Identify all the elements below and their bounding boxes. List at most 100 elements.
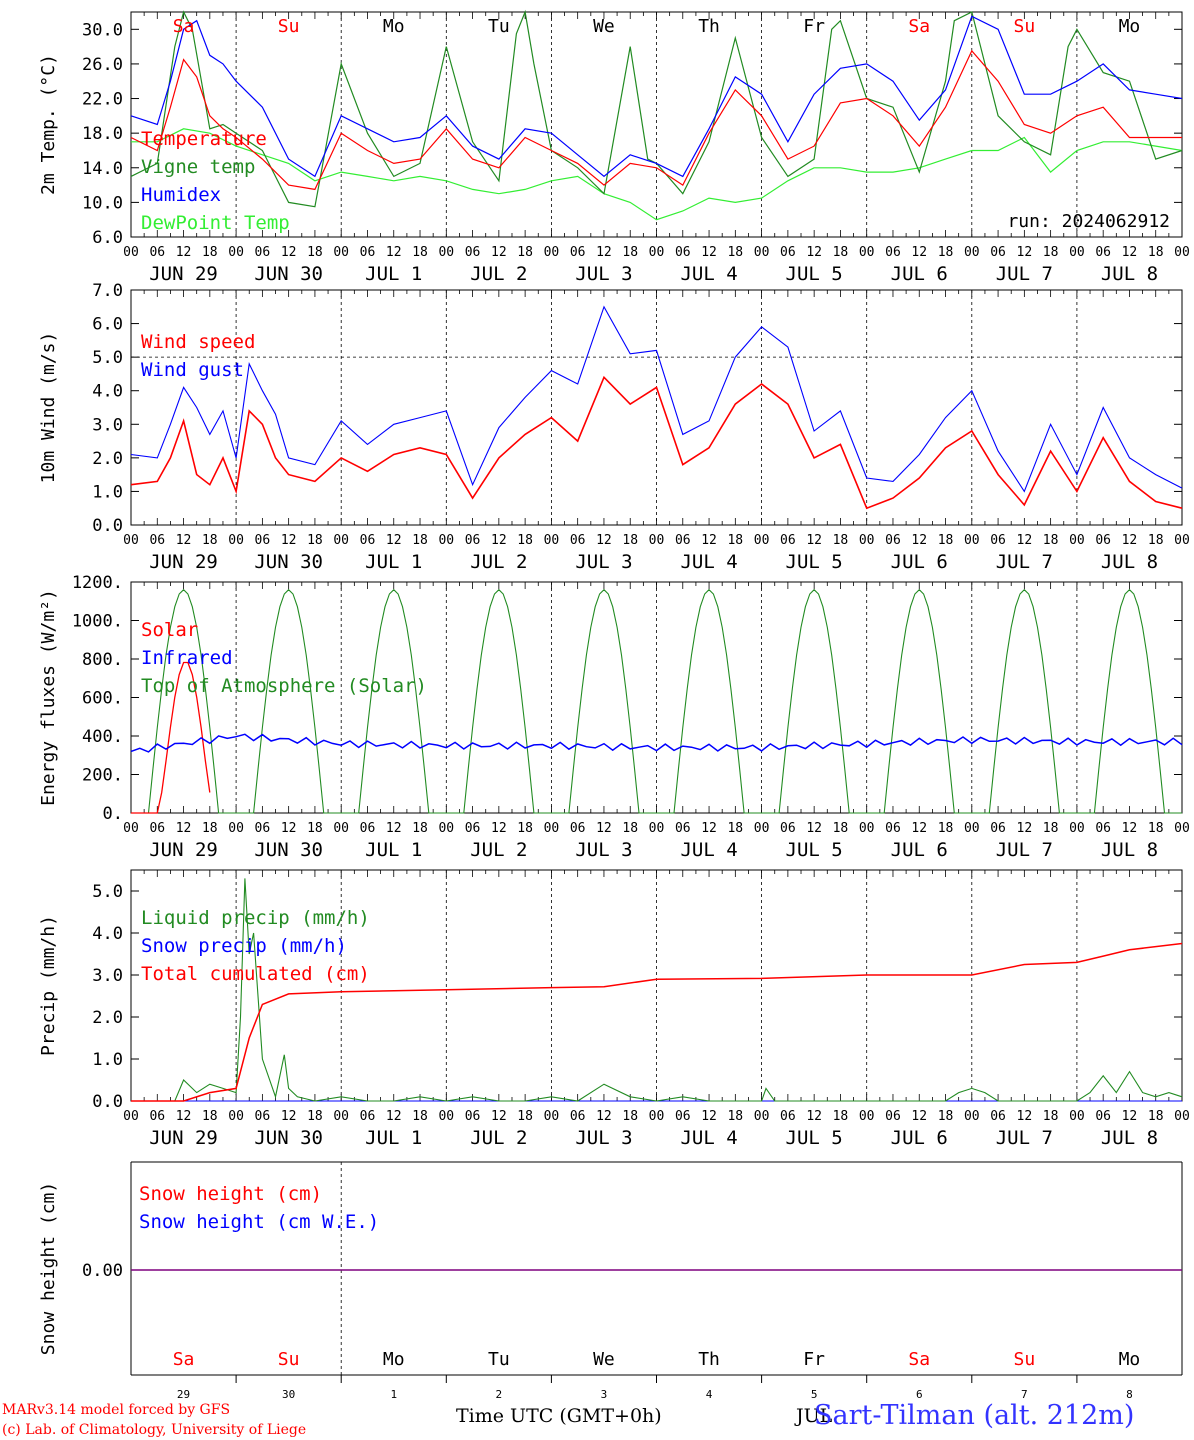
- weekday-label: Tu: [488, 1349, 510, 1370]
- legend-entry: Top of Atmosphere (Solar): [141, 675, 427, 697]
- hour-tick-label: 06: [570, 533, 586, 548]
- hour-tick-label: 12: [1122, 533, 1138, 548]
- hour-tick-label: 12: [386, 821, 402, 836]
- date-label: JUL 4: [680, 839, 737, 861]
- hour-tick-label: 12: [386, 1109, 402, 1124]
- y-tick-label: 3.0: [92, 966, 123, 986]
- temperature-panel: 6.0 10.0 14.0 18.0 22.0 26.0 30.0 2m Temp. (°C)…: [38, 9, 1190, 285]
- weekday-label: Mo: [383, 16, 405, 37]
- date-label: JUL 4: [680, 1127, 737, 1149]
- y-tick-label: 1.0: [92, 1050, 123, 1070]
- hour-tick-label: 18: [938, 821, 954, 836]
- hour-tick-label: 12: [491, 1109, 507, 1124]
- series-vigne-temp: [130, 9, 1183, 208]
- hour-tick-label: 06: [1095, 245, 1111, 260]
- hour-tick-label: 18: [622, 1109, 638, 1124]
- hour-tick-label: 00: [649, 533, 665, 548]
- hour-tick-label: 12: [491, 245, 507, 260]
- hour-tick-label: 00: [544, 1109, 560, 1124]
- date-label: JUN 29: [149, 551, 218, 573]
- hour-tick-label: 06: [570, 821, 586, 836]
- day-number-label: 8: [1126, 1388, 1133, 1401]
- hour-tick-label: 00: [438, 1109, 454, 1124]
- hour-tick-label: 06: [255, 1109, 271, 1124]
- hour-tick-label: 06: [149, 245, 165, 260]
- hour-tick-label: 12: [176, 245, 192, 260]
- series-solar: [131, 661, 211, 814]
- hour-tick-label: 12: [491, 821, 507, 836]
- precip-panel: 0.0 1.0 2.0 3.0 4.0 5.0 Precip (mm/h) 00 06 12 18 0…: [38, 869, 1190, 1149]
- date-label: JUL 4: [680, 263, 737, 285]
- y-tick-label: 600.: [82, 689, 123, 709]
- hour-tick-label: 12: [1017, 245, 1033, 260]
- hour-tick-label: 12: [806, 821, 822, 836]
- y-tick-label: 2.0: [92, 449, 123, 469]
- hour-tick-label: 18: [1148, 245, 1164, 260]
- hour-tick-label: 12: [701, 821, 717, 836]
- date-label: JUL 6: [891, 839, 948, 861]
- weekday-label: We: [593, 16, 615, 37]
- hour-tick-label: 12: [911, 533, 927, 548]
- date-label: JUL 7: [996, 839, 1053, 861]
- series-temperature: [130, 49, 1182, 191]
- hour-tick-label: 00: [1069, 1109, 1085, 1124]
- hour-tick-label: 00: [859, 1109, 875, 1124]
- hour-tick-label: 00: [228, 1109, 244, 1124]
- date-label: JUL 6: [891, 263, 948, 285]
- hour-tick-label: 06: [990, 245, 1006, 260]
- hour-tick-label: 00: [754, 821, 770, 836]
- hour-tick-label: 00: [123, 245, 139, 260]
- hour-tick-label: 18: [202, 821, 218, 836]
- y-tick-label: 2.0: [92, 1008, 123, 1028]
- y-tick-label: 1200.: [72, 573, 123, 593]
- weekday-label: Su: [278, 1349, 300, 1370]
- series-liquid-precip-mm-h-: [131, 878, 1183, 1102]
- y-axis-label: Snow height (cm): [38, 1182, 59, 1355]
- date-label: JUL 2: [470, 551, 527, 573]
- hour-tick-label: 18: [1043, 533, 1059, 548]
- hour-tick-label: 00: [123, 533, 139, 548]
- hour-tick-label: 00: [1069, 821, 1085, 836]
- hour-tick-label: 06: [465, 245, 481, 260]
- legend-entry: Snow precip (mm/h): [141, 935, 347, 957]
- hour-tick-label: 18: [622, 821, 638, 836]
- y-tick-label: 6.0: [92, 315, 123, 335]
- hour-tick-label: 00: [1174, 533, 1190, 548]
- hour-tick-label: 00: [544, 821, 560, 836]
- hour-tick-label: 12: [911, 245, 927, 260]
- hour-tick-label: 12: [1122, 821, 1138, 836]
- hour-tick-label: 18: [412, 1109, 428, 1124]
- hour-tick-label: 00: [123, 821, 139, 836]
- day-number-label: 30: [282, 1388, 295, 1401]
- hour-tick-label: 00: [544, 533, 560, 548]
- hour-tick-label: 12: [491, 533, 507, 548]
- y-tick-label: 4.0: [92, 382, 123, 402]
- legend-entry: Snow height (cm W.E.): [139, 1211, 379, 1233]
- hour-tick-label: 12: [1122, 245, 1138, 260]
- hour-tick-label: 06: [255, 533, 271, 548]
- date-label: JUL 1: [365, 263, 422, 285]
- hour-tick-label: 06: [360, 821, 376, 836]
- hour-tick-label: 12: [176, 1109, 192, 1124]
- hour-tick-label: 12: [1017, 533, 1033, 548]
- date-label: JUL 8: [1101, 551, 1158, 573]
- date-label: JUN 30: [254, 551, 323, 573]
- hour-tick-label: 18: [517, 245, 533, 260]
- y-tick-label: 0.0: [92, 516, 123, 536]
- hour-tick-label: 18: [307, 245, 323, 260]
- day-number-label: 4: [706, 1388, 713, 1401]
- hour-tick-label: 12: [1017, 1109, 1033, 1124]
- date-label: JUL 3: [575, 1127, 632, 1149]
- hour-tick-label: 00: [123, 1109, 139, 1124]
- hour-tick-label: 00: [1069, 533, 1085, 548]
- hour-tick-label: 18: [412, 245, 428, 260]
- legend-entry: Snow height (cm): [139, 1183, 322, 1205]
- hour-tick-label: 00: [333, 533, 349, 548]
- hour-tick-label: 18: [622, 245, 638, 260]
- y-tick-label: 10.0: [82, 193, 123, 213]
- hour-tick-label: 06: [885, 533, 901, 548]
- hour-tick-label: 18: [412, 533, 428, 548]
- hour-tick-label: 12: [911, 1109, 927, 1124]
- hour-tick-label: 12: [701, 245, 717, 260]
- date-label: JUL 5: [786, 263, 843, 285]
